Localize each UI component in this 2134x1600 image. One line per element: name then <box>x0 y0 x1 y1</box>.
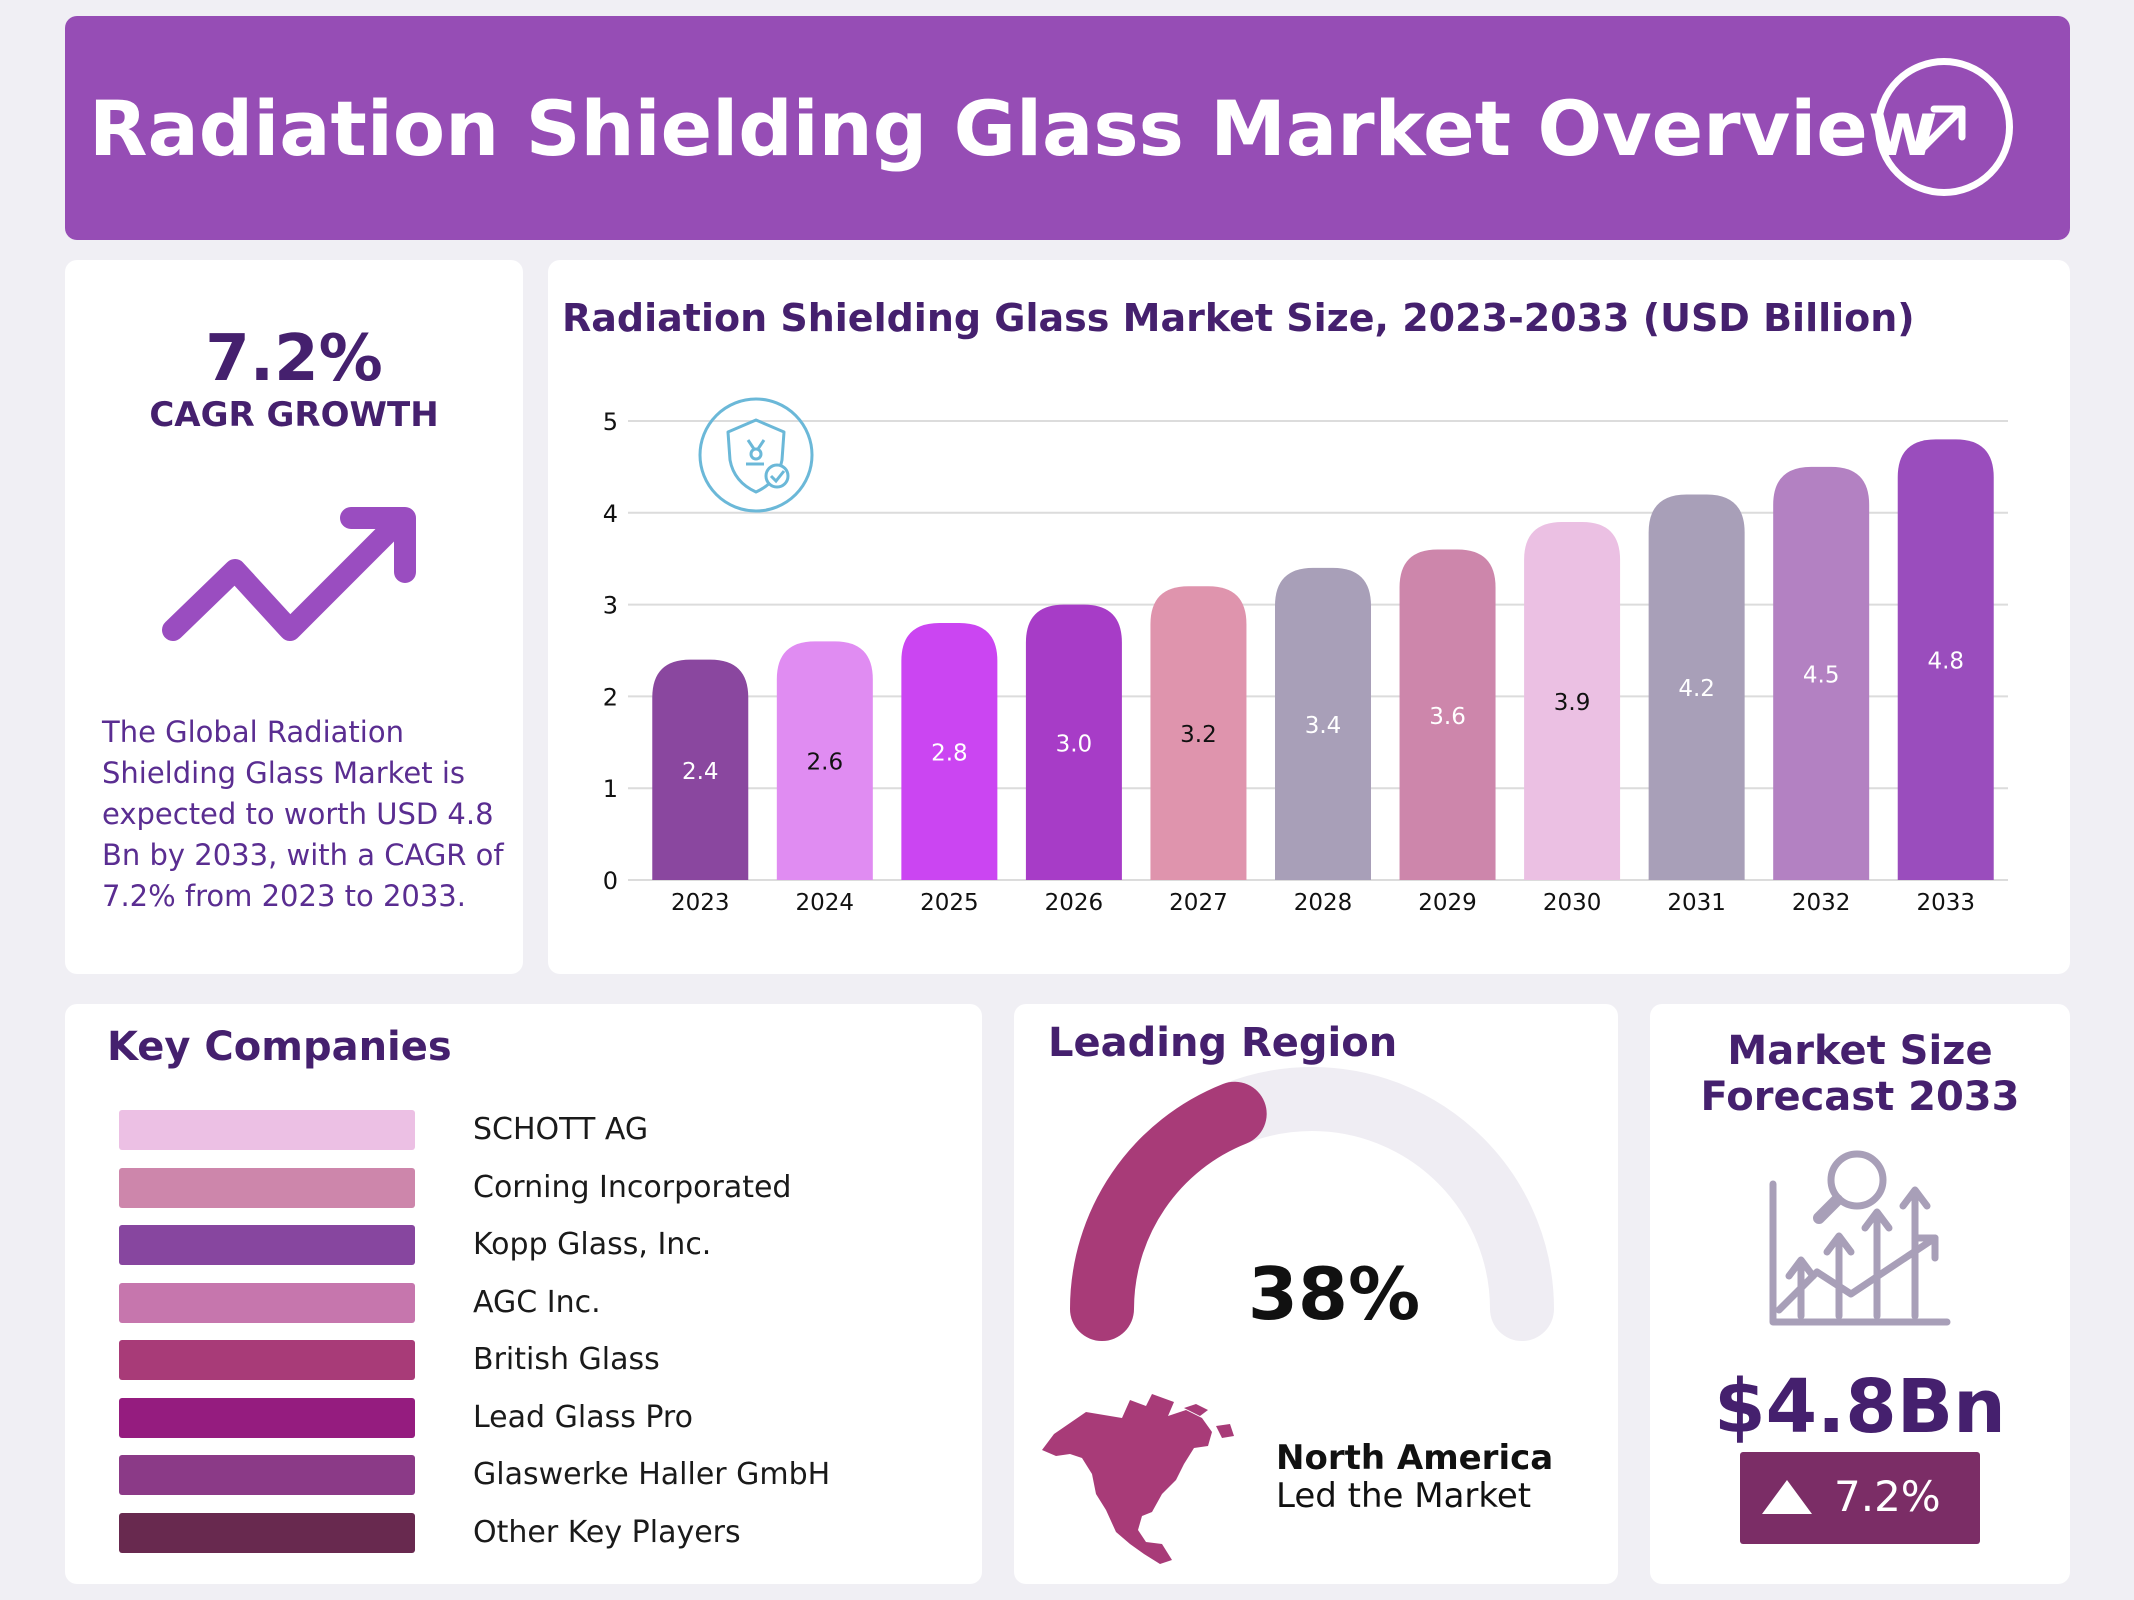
x-tick-label: 2029 <box>1418 890 1477 916</box>
north-america-map-icon <box>1042 1394 1234 1564</box>
bar-value-label: 3.4 <box>1305 713 1342 739</box>
x-tick-label: 2026 <box>1045 890 1104 916</box>
growth-badge: 7.2% <box>1740 1452 1980 1544</box>
bar-2032 <box>1773 466 1870 880</box>
region-name: North America <box>1276 1438 1554 1478</box>
y-tick-label: 0 <box>603 867 618 895</box>
bar-2033 <box>1897 439 1994 880</box>
forecast-title-line2: Forecast 2033 <box>1700 1074 2020 1120</box>
arrow-up-right-circle-icon[interactable] <box>1875 58 2013 196</box>
bar-2028 <box>1275 567 1371 880</box>
company-item: Glaswerke Haller GmbH <box>65 1455 982 1495</box>
key-companies-title: Key Companies <box>107 1024 452 1070</box>
x-tick-label: 2027 <box>1169 890 1228 916</box>
forecast-value: $4.8Bn <box>1714 1364 2006 1450</box>
company-name: British Glass <box>473 1342 660 1377</box>
region-share-value: 38% <box>1247 1252 1421 1336</box>
market-forecast-card: Market Size Forecast 2033 $4.8Bn 7.2% <box>1650 1004 2070 1584</box>
bar-2027 <box>1150 586 1247 880</box>
key-companies-card: Key Companies SCHOTT AG Corning Incorpora… <box>65 1004 982 1584</box>
bar-2030 <box>1524 521 1621 880</box>
y-tick-label: 1 <box>603 775 618 803</box>
bar-2029 <box>1399 549 1496 880</box>
company-color-swatch <box>119 1512 415 1553</box>
cagr-label: CAGR GROWTH <box>149 395 439 435</box>
x-tick-label: 2030 <box>1543 890 1602 916</box>
company-color-swatch <box>119 1340 415 1380</box>
x-tick-label: 2033 <box>1916 890 1975 916</box>
region-share-gauge <box>1070 1067 1554 1341</box>
x-tick-label: 2032 <box>1792 890 1851 916</box>
company-item: Kopp Glass, Inc. <box>65 1225 982 1265</box>
company-color-swatch <box>119 1282 415 1323</box>
leading-region-title: Leading Region <box>1048 1020 1398 1066</box>
bar-value-label: 4.8 <box>1927 649 1964 675</box>
bar-value-label: 2.4 <box>682 759 719 785</box>
y-tick-label: 3 <box>603 592 618 620</box>
trend-up-arrow-icon <box>162 507 416 641</box>
company-name: AGC Inc. <box>473 1284 601 1320</box>
x-tick-label: 2031 <box>1667 890 1726 916</box>
bar-value-label: 4.5 <box>1803 662 1840 688</box>
bar-value-label: 3.6 <box>1429 704 1466 730</box>
x-tick-label: 2023 <box>671 890 730 916</box>
company-name: SCHOTT AG <box>473 1112 649 1147</box>
y-tick-label: 4 <box>603 500 618 528</box>
bar-2023 <box>652 659 749 880</box>
leading-region-card: Leading Region 38% North America Led the… <box>1014 1004 1618 1584</box>
company-color-swatch <box>119 1110 415 1150</box>
growth-chart-magnifier-icon <box>1769 1150 1951 1326</box>
bar-value-label: 2.6 <box>807 750 844 776</box>
forecast-title-line1: Market Size <box>1727 1028 1993 1074</box>
company-color-swatch <box>119 1225 415 1265</box>
company-color-swatch <box>119 1167 415 1208</box>
company-item: Corning Incorporated <box>65 1167 982 1208</box>
cagr-value: 7.2% <box>205 322 383 396</box>
company-color-swatch <box>119 1455 415 1495</box>
bar-value-label: 4.2 <box>1678 676 1715 702</box>
page-title: Radiation Shielding Glass Market Overvie… <box>89 84 1939 173</box>
company-name: Glaswerke Haller GmbH <box>473 1457 831 1492</box>
company-name: Lead Glass Pro <box>473 1399 693 1435</box>
gauge-fill <box>1070 1081 1267 1341</box>
header-banner: Radiation Shielding Glass Market Overvie… <box>65 16 2070 240</box>
company-name: Corning Incorporated <box>473 1169 792 1205</box>
bar-2026 <box>1025 604 1122 880</box>
cagr-card: 7.2% CAGR GROWTH The Global Radiation Sh… <box>65 260 523 974</box>
company-item: Other Key Players <box>65 1512 982 1553</box>
bar-2031 <box>1648 494 1745 880</box>
x-tick-label: 2024 <box>796 890 855 916</box>
market-size-chart-card: Radiation Shielding Glass Market Size, 2… <box>548 260 2070 974</box>
bar-chart: 0 1 2 3 4 5 2.4 2023 2.6 2024 2.8 2025 3.0 2026 3.2 202… <box>603 397 2008 916</box>
y-tick-label: 5 <box>603 408 618 436</box>
bar-value-label: 3.2 <box>1180 722 1217 748</box>
forecast-title: Market Size Forecast 2033 <box>1650 1028 2070 1120</box>
company-item: Lead Glass Pro <box>65 1397 982 1438</box>
growth-badge-value: 7.2% <box>1834 1472 1941 1521</box>
company-item: SCHOTT AG <box>65 1110 982 1150</box>
y-tick-label: 2 <box>603 683 618 711</box>
company-name: Other Key Players <box>473 1514 741 1550</box>
company-item: AGC Inc. <box>65 1282 982 1323</box>
bar-2025 <box>901 622 998 880</box>
cagr-description: The Global Radiation Shielding Glass Mar… <box>102 715 504 913</box>
bar-value-label: 3.9 <box>1554 690 1591 716</box>
bar-2024 <box>776 641 873 880</box>
up-triangle-icon <box>1762 1480 1812 1514</box>
company-name: Kopp Glass, Inc. <box>473 1227 712 1262</box>
bar-value-label: 3.0 <box>1056 731 1093 757</box>
company-color-swatch <box>119 1397 415 1438</box>
bar-value-label: 2.8 <box>931 740 968 766</box>
company-item: British Glass <box>65 1340 982 1380</box>
region-subtitle: Led the Market <box>1276 1476 1532 1516</box>
chart-title: Radiation Shielding Glass Market Size, 2… <box>562 296 1915 340</box>
x-tick-label: 2028 <box>1294 890 1353 916</box>
x-tick-label: 2025 <box>920 890 979 916</box>
radiation-shield-icon <box>698 397 814 513</box>
